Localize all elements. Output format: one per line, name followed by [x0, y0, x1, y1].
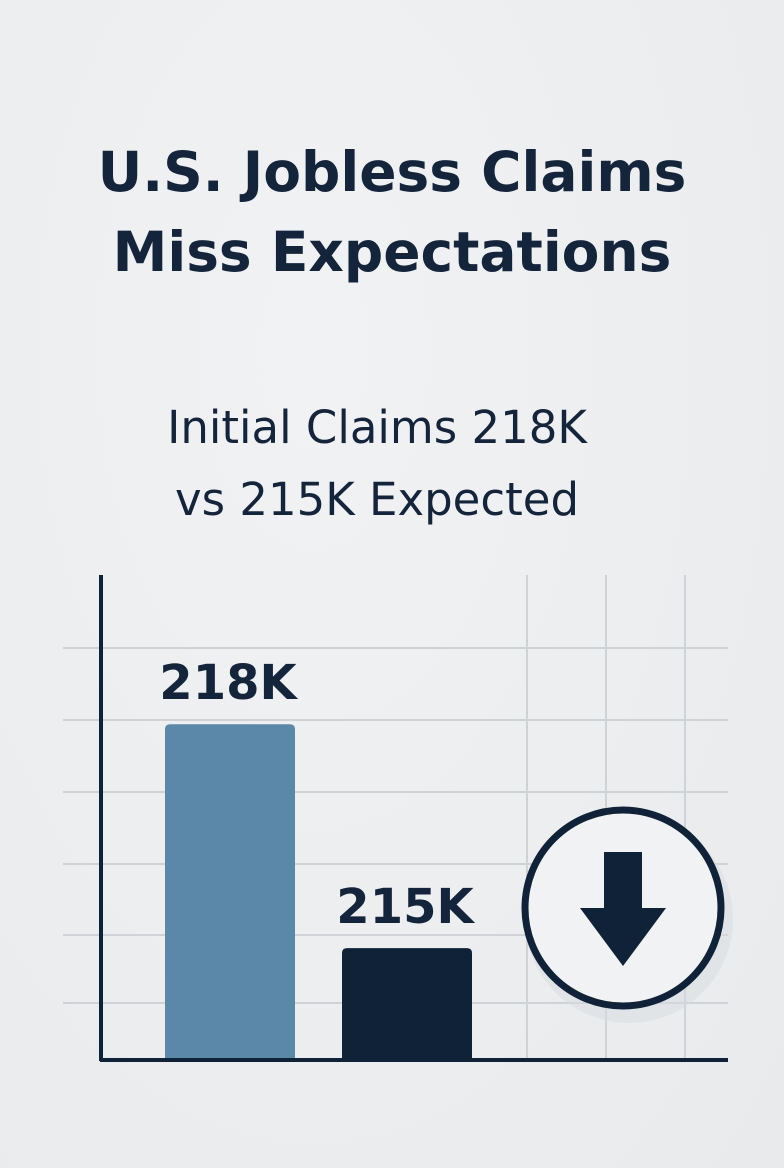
chart-title-line-1: U.S. Jobless Claims	[97, 140, 687, 204]
down-arrow-icon	[580, 852, 666, 966]
bar-value-label: 218K	[159, 655, 298, 711]
bar-expected	[342, 948, 472, 1060]
chart-title: U.S. Jobless Claims Miss Expectations	[0, 132, 784, 292]
chart-subtitle-line-1: Initial Claims 218K	[167, 401, 587, 454]
axes	[99, 575, 728, 1062]
chart-subtitle: Initial Claims 218K vs 215K Expected	[0, 392, 754, 536]
value-labels: 218K 215K	[159, 655, 475, 935]
bar-value-label: 215K	[336, 879, 475, 935]
bars	[165, 724, 472, 1060]
chart-subtitle-line-2: vs 215K Expected	[174, 473, 580, 526]
chart-title-line-2: Miss Expectations	[112, 220, 672, 284]
bar-initial-claims	[165, 724, 295, 1060]
arrow-down-circle-icon	[521, 806, 733, 1023]
